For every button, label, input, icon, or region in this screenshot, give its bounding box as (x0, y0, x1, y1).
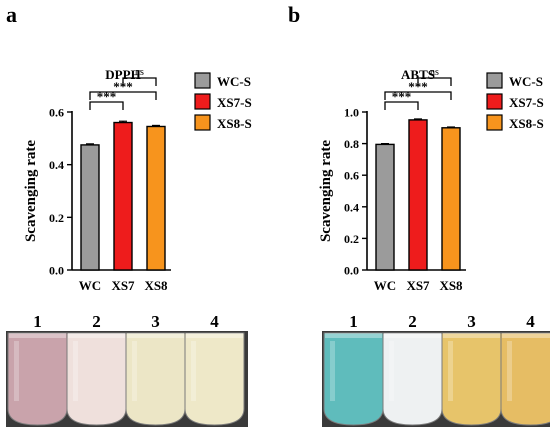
significance-bracket (89, 91, 157, 100)
x-tick-label: XS7 (111, 278, 135, 293)
tube-gloss (132, 341, 137, 401)
significance-label: ns (430, 67, 439, 78)
tube-gloss (507, 341, 512, 401)
tube-rim (502, 333, 550, 338)
significance-bracket (384, 91, 452, 100)
y-tick-label: 0.2 (49, 211, 64, 225)
tube-label: 4 (210, 312, 219, 331)
test-tube (66, 332, 127, 426)
significance-label: *** (113, 79, 133, 94)
panel-letter: a (6, 2, 17, 27)
legend-swatch (194, 72, 211, 89)
tube-rim (127, 333, 184, 338)
test-tube (382, 332, 443, 426)
legend-label: XS8-S (509, 116, 544, 131)
test-tube (184, 332, 245, 426)
x-tick-label: XS8 (144, 278, 168, 293)
significance-bracket (384, 101, 419, 110)
tube-gloss (330, 341, 335, 401)
tube-label: 1 (33, 312, 42, 331)
tube-rim (384, 333, 441, 338)
significance-label: ns (135, 67, 144, 78)
bar-xs7 (113, 121, 133, 271)
tube-label: 2 (92, 312, 101, 331)
significance-label: *** (408, 79, 428, 94)
tube-label: 4 (526, 312, 535, 331)
test-tube (441, 332, 502, 426)
tube-gloss (73, 341, 78, 401)
x-tick-label: XS8 (439, 278, 463, 293)
legend-label: XS7-S (509, 95, 544, 110)
y-tick-label: 0.4 (344, 200, 359, 214)
tube-gloss (389, 341, 394, 401)
x-tick-label: WC (374, 278, 396, 293)
y-tick-label: 0.8 (344, 137, 359, 151)
tube-gloss (14, 341, 19, 401)
x-tick-label: XS7 (406, 278, 430, 293)
legend-swatch (486, 114, 503, 131)
tube-rim (186, 333, 243, 338)
tube-rim (68, 333, 125, 338)
significance-label: *** (392, 89, 412, 104)
y-tick-label: 0.0 (49, 264, 64, 278)
test-tube (125, 332, 186, 426)
test-tube (500, 332, 550, 426)
panel-letter: b (288, 2, 300, 27)
bar-xs8 (146, 125, 166, 271)
y-tick-label: 0.6 (344, 169, 359, 183)
legend-swatch (486, 93, 503, 110)
x-tick-label: WC (79, 278, 101, 293)
significance-bracket (89, 101, 124, 110)
legend-swatch (194, 114, 211, 131)
y-tick-label: 1.0 (344, 106, 359, 120)
significance-bracket (122, 77, 157, 86)
legend-label: WC-S (509, 74, 543, 89)
tube-rim (443, 333, 500, 338)
tube-gloss (191, 341, 196, 401)
legend-label: WC-S (217, 74, 251, 89)
y-tick-label: 0.2 (344, 232, 359, 246)
legend-label: XS8-S (217, 116, 252, 131)
y-tick-label: 0.4 (49, 158, 64, 172)
tube-rim (9, 333, 66, 338)
test-tube (7, 332, 68, 426)
bar-wc (375, 143, 395, 271)
legend-swatch (486, 72, 503, 89)
bar-xs7 (408, 119, 428, 271)
bar-wc (80, 144, 100, 271)
tube-label: 2 (408, 312, 417, 331)
significance-bracket (417, 77, 452, 86)
significance-label: *** (97, 89, 117, 104)
y-tick-label: 0.0 (344, 264, 359, 278)
tube-gloss (448, 341, 453, 401)
tube-label: 1 (349, 312, 358, 331)
bar-xs8 (441, 127, 461, 271)
test-tube (323, 332, 384, 426)
legend-swatch (194, 93, 211, 110)
tube-label: 3 (151, 312, 160, 331)
tube-label: 3 (467, 312, 476, 331)
legend-label: XS7-S (217, 95, 252, 110)
tube-rim (325, 333, 382, 338)
y-axis-label: Scavenging rate (318, 140, 334, 242)
y-tick-label: 0.6 (49, 106, 64, 120)
y-axis-label: Scavenging rate (23, 140, 39, 242)
